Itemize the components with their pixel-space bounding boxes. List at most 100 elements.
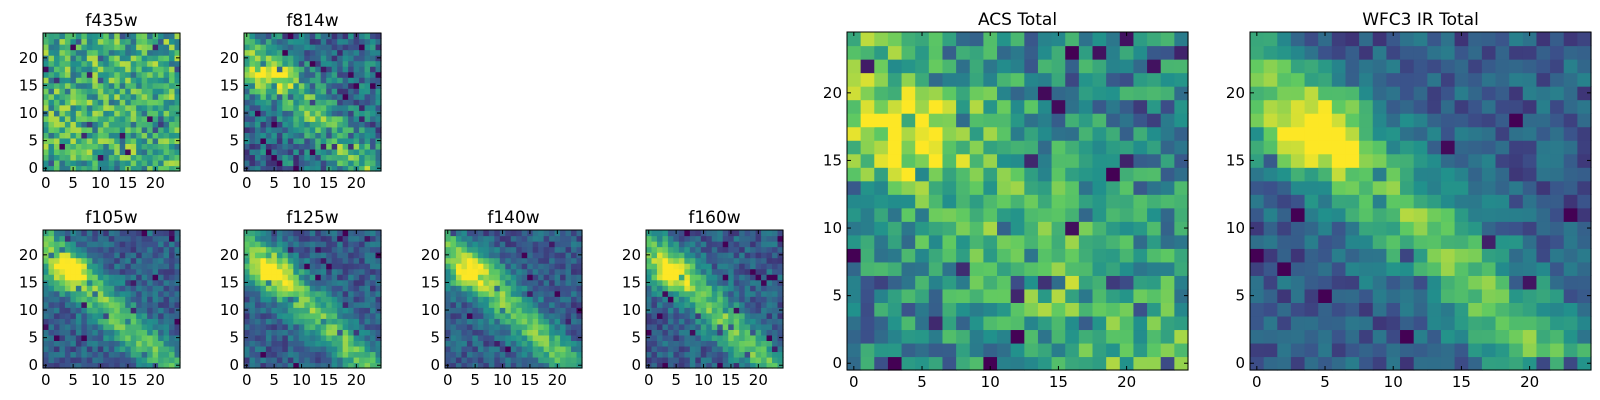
heatmap-cell [375, 115, 382, 122]
heatmap-cell [163, 362, 170, 369]
heatmap-cell [1400, 167, 1415, 182]
heatmap-cell [370, 38, 377, 45]
heatmap-cell [997, 302, 1012, 317]
heatmap-cell [119, 323, 126, 330]
heatmap-cell [309, 241, 316, 248]
heatmap-cell [103, 318, 110, 325]
heatmap-cell [706, 296, 713, 303]
heatmap-cell [684, 274, 691, 281]
heatmap-cell [163, 356, 170, 364]
heatmap-cell [1051, 356, 1066, 371]
heatmap-cell [315, 340, 322, 347]
heatmap-cell [722, 351, 729, 358]
heatmap-cell [315, 115, 322, 122]
heatmap-cell [678, 252, 685, 259]
heatmap-cell [92, 323, 99, 330]
heatmap-cell [364, 279, 371, 286]
heatmap-cell [543, 279, 550, 286]
heatmap-cell [125, 301, 132, 308]
heatmap-cell [97, 334, 104, 341]
heatmap-cell [1160, 356, 1175, 371]
heatmap-cell [761, 252, 768, 259]
heatmap-cell [1078, 342, 1094, 358]
heatmap-cell [472, 296, 479, 303]
heatmap-cell [174, 126, 181, 133]
heatmap-cell [750, 257, 757, 264]
heatmap-cell [1037, 72, 1053, 87]
heatmap-cell [887, 167, 903, 182]
heatmap-cell [141, 334, 148, 341]
heatmap-cell [163, 312, 170, 319]
heatmap-cell [516, 230, 523, 237]
heatmap-cell [772, 246, 779, 253]
heatmap-cell [59, 88, 66, 95]
heatmap-cell [163, 121, 170, 128]
heatmap-cell [1495, 207, 1510, 222]
heatmap-cell [86, 121, 93, 128]
heatmap-cell [499, 246, 506, 253]
heatmap-cell [282, 143, 289, 150]
heatmap-cell [287, 60, 294, 67]
heatmap-cell [293, 60, 300, 67]
heatmap-cell [662, 340, 669, 347]
heatmap-cell [353, 110, 360, 117]
y-tick-label: 20 [622, 246, 641, 264]
y-tick-label: 0 [229, 159, 239, 177]
heatmap-cell [359, 345, 366, 353]
heatmap-cell [59, 263, 66, 270]
heatmap-cell [700, 263, 707, 270]
heatmap-cell [342, 77, 349, 84]
heatmap-cell [667, 318, 674, 325]
heatmap-cell [92, 143, 99, 150]
heatmap-cell [348, 246, 355, 253]
heatmap-cell [565, 290, 572, 297]
heatmap-cell [549, 296, 556, 303]
heatmap-cell [662, 356, 669, 364]
heatmap-cell [97, 115, 104, 122]
heatmap-cell [298, 345, 305, 353]
heatmap-cell [119, 99, 126, 106]
heatmap-cell [1147, 275, 1162, 290]
heatmap-cell [53, 312, 61, 319]
heatmap-cell [516, 252, 523, 259]
heatmap-cell [97, 345, 104, 353]
heatmap-cell [477, 268, 484, 275]
heatmap-cell [477, 318, 484, 325]
heatmap-cell [1277, 167, 1292, 182]
heatmap-cell [1106, 248, 1121, 263]
heatmap-cell [125, 285, 132, 292]
heatmap-cell [662, 285, 669, 292]
heatmap-cell [48, 82, 55, 89]
heatmap-cell [1133, 315, 1148, 331]
heatmap-cell [689, 241, 696, 248]
heatmap-cell [114, 110, 121, 117]
heatmap-cell [103, 301, 110, 308]
heatmap-cell [364, 93, 371, 100]
heatmap-cell [733, 263, 740, 270]
heatmap-cell [359, 340, 366, 347]
heatmap-cell [543, 274, 550, 281]
heatmap-cell [147, 104, 154, 111]
heatmap-cell [1078, 248, 1094, 263]
heatmap-cell [163, 230, 170, 237]
heatmap-cell [364, 301, 371, 308]
heatmap-cell [158, 77, 165, 84]
heatmap-cell [472, 351, 479, 358]
heatmap-cell [244, 290, 251, 297]
heatmap-cell [130, 121, 137, 128]
heatmap-cell [81, 77, 88, 84]
heatmap-cell [364, 132, 371, 139]
heatmap-cell [667, 290, 674, 297]
heatmap-cell [983, 234, 998, 249]
heatmap-cell [1263, 261, 1278, 276]
heatmap-cell [158, 132, 165, 139]
heatmap-cell [43, 71, 50, 78]
heatmap-cell [1400, 275, 1415, 290]
heatmap-cell [125, 307, 132, 314]
heatmap-cell [1024, 329, 1039, 344]
heatmap-cell [92, 246, 99, 253]
heatmap-cell [298, 93, 305, 100]
heatmap-cell [163, 351, 170, 358]
heatmap-cell [1051, 261, 1066, 276]
